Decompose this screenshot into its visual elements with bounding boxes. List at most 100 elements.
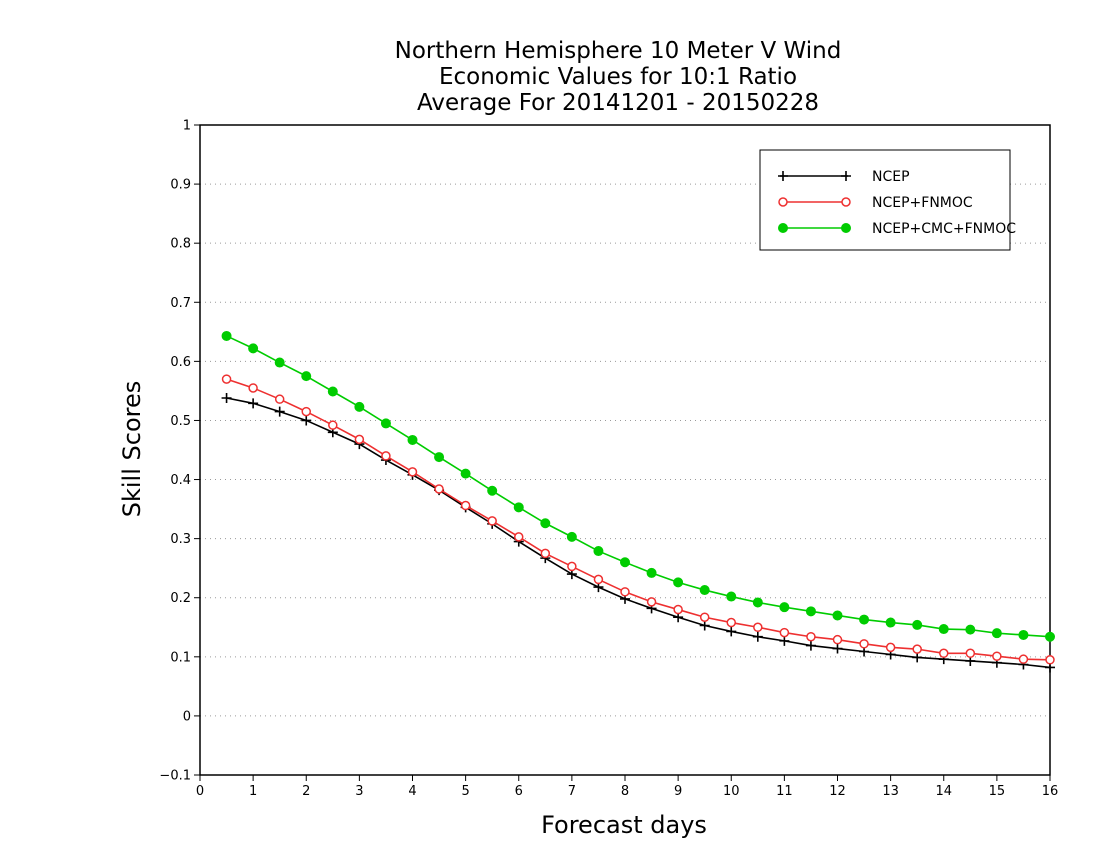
data-point bbox=[832, 634, 843, 645]
legend-label: NCEP+CMC+FNMOC bbox=[872, 221, 1016, 237]
legend-marker bbox=[778, 223, 788, 233]
data-point bbox=[593, 574, 604, 585]
legend-marker bbox=[841, 197, 851, 207]
x-tick-label: 1 bbox=[249, 784, 257, 799]
data-point bbox=[859, 639, 869, 649]
y-tick-label: 0.1 bbox=[170, 650, 191, 665]
series-lines bbox=[221, 330, 1055, 673]
data-point bbox=[248, 398, 259, 409]
data-point bbox=[620, 587, 630, 597]
y-tick-label: 0 bbox=[183, 709, 191, 724]
y-tick-label: 0.7 bbox=[170, 296, 191, 311]
data-point bbox=[779, 627, 790, 638]
data-point bbox=[832, 643, 843, 654]
data-point bbox=[301, 415, 312, 426]
data-point bbox=[513, 502, 524, 513]
legend-marker bbox=[778, 197, 788, 207]
data-point bbox=[646, 567, 657, 578]
data-point bbox=[699, 585, 710, 596]
data-point bbox=[673, 577, 684, 588]
y-tick-label: 0.5 bbox=[170, 414, 191, 429]
data-point bbox=[487, 516, 497, 526]
data-point bbox=[221, 374, 232, 384]
data-point bbox=[381, 451, 391, 461]
legend-marker bbox=[841, 171, 851, 181]
data-point bbox=[328, 420, 338, 430]
data-point bbox=[566, 531, 577, 542]
data-point bbox=[354, 434, 365, 445]
data-point bbox=[726, 617, 736, 628]
grid-lines bbox=[200, 183, 1050, 717]
data-point bbox=[221, 393, 232, 403]
data-point bbox=[301, 371, 312, 382]
data-point bbox=[859, 614, 870, 625]
data-point bbox=[1045, 655, 1055, 665]
data-point bbox=[646, 597, 657, 607]
x-tick-label: 0 bbox=[196, 784, 204, 799]
data-point bbox=[620, 557, 630, 568]
data-point bbox=[354, 401, 365, 412]
x-tick-label: 12 bbox=[829, 784, 846, 799]
x-tick-label: 8 bbox=[621, 784, 629, 799]
data-point bbox=[726, 591, 737, 602]
data-point bbox=[805, 606, 816, 617]
x-tick-label: 10 bbox=[723, 784, 740, 799]
data-point bbox=[752, 597, 763, 608]
chart-title: Northern Hemisphere 10 Meter V WindEcono… bbox=[395, 38, 842, 116]
y-axis-label: Skill Scores bbox=[118, 381, 146, 518]
data-point bbox=[540, 518, 551, 529]
data-point bbox=[885, 617, 896, 628]
x-tick-label: 14 bbox=[935, 784, 952, 799]
x-tick-label: 4 bbox=[408, 784, 416, 799]
x-tick-label: 2 bbox=[302, 784, 310, 799]
data-point bbox=[752, 631, 763, 642]
data-point bbox=[407, 467, 418, 477]
data-point bbox=[832, 610, 843, 621]
x-axis-label: Forecast days bbox=[541, 811, 707, 839]
data-point bbox=[407, 434, 418, 445]
data-point bbox=[1018, 629, 1029, 640]
y-tick-label: 0.6 bbox=[170, 355, 191, 370]
data-point bbox=[912, 619, 923, 630]
data-point bbox=[301, 406, 311, 417]
y-tick-label: −0.1 bbox=[159, 769, 191, 784]
data-point bbox=[434, 452, 445, 463]
y-tick-label: 0.3 bbox=[170, 532, 191, 547]
legend-marker bbox=[778, 171, 788, 181]
x-tick-label: 11 bbox=[776, 784, 793, 799]
data-point bbox=[912, 644, 922, 654]
y-tick-label: 0.2 bbox=[170, 591, 191, 606]
data-point bbox=[221, 330, 232, 341]
data-point bbox=[805, 640, 816, 651]
x-tick-label: 3 bbox=[355, 784, 363, 799]
y-tick-label: 0.9 bbox=[170, 178, 191, 193]
x-axis-ticks: 0 1 2 3 4 5 6 7 8 9 10 11 12 13 14 15 16 bbox=[196, 775, 1058, 799]
series-line bbox=[226, 378, 1051, 661]
data-point bbox=[806, 631, 816, 642]
data-point bbox=[274, 394, 285, 404]
y-tick-label: 0.4 bbox=[170, 473, 191, 488]
data-point bbox=[991, 628, 1002, 639]
legend-label: NCEP+FNMOC bbox=[872, 195, 973, 211]
data-point bbox=[593, 546, 604, 557]
data-point bbox=[1018, 654, 1029, 664]
data-point bbox=[540, 548, 551, 559]
title-line: Economic Values for 10:1 Ratio bbox=[439, 64, 797, 90]
x-tick-label: 9 bbox=[674, 784, 682, 799]
title-line: Northern Hemisphere 10 Meter V Wind bbox=[395, 38, 842, 64]
data-point bbox=[779, 635, 790, 646]
data-point bbox=[726, 626, 737, 637]
x-tick-label: 16 bbox=[1042, 784, 1059, 799]
x-tick-label: 7 bbox=[568, 784, 576, 799]
data-point bbox=[965, 624, 976, 635]
data-point bbox=[753, 622, 763, 633]
legend-label: NCEP bbox=[872, 169, 910, 185]
data-point bbox=[274, 357, 285, 368]
data-point bbox=[248, 383, 258, 393]
x-tick-label: 13 bbox=[882, 784, 899, 799]
x-tick-label: 6 bbox=[515, 784, 523, 799]
legend: NCEP NCEP+FNMOC NCEP+CMC+FNMOC bbox=[759, 149, 1016, 251]
x-tick-label: 5 bbox=[461, 784, 469, 799]
legend-box bbox=[759, 149, 1011, 251]
